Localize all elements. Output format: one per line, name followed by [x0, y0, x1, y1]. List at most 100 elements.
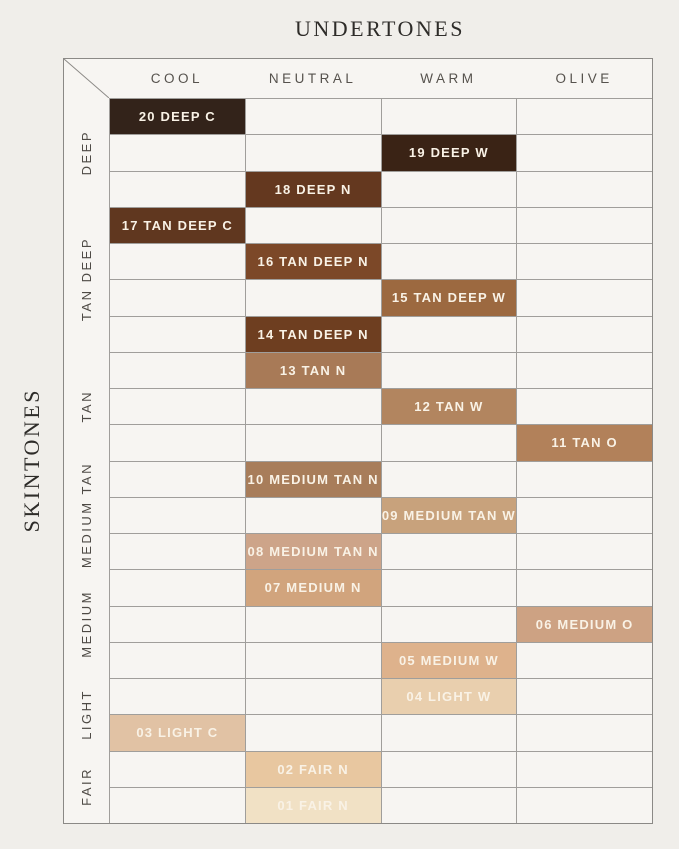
empty-cell-row12-olive: [517, 497, 652, 533]
empty-cell-row19-olive: [517, 751, 652, 787]
empty-cell-row8-olive: [517, 352, 652, 388]
shade-cell-18-deep-n: 18 DEEP N: [245, 171, 381, 207]
shade-label: 19 DEEP W: [408, 145, 489, 161]
shade-label: 01 FAIR N: [277, 797, 349, 813]
shade-cell-12-tan-w: 12 TAN W: [381, 389, 517, 425]
empty-cell-row11-cool: [110, 461, 245, 497]
empty-cell-row15-cool: [110, 606, 245, 642]
empty-cell-row14-cool: [110, 570, 245, 606]
shade-label: 05 MEDIUM W: [398, 652, 499, 668]
empty-cell-row7-warm: [381, 316, 517, 352]
empty-cell-row12-neutral: [245, 497, 381, 533]
empty-cell-row10-warm: [381, 425, 517, 461]
shade-grid: 20 DEEP C 19 DEEP W 18 DEEP N 17 TAN DEEP C…: [109, 98, 652, 823]
shade-cell-07-medium-n: 07 MEDIUM N: [245, 570, 381, 606]
empty-cell-row12-cool: [110, 497, 245, 533]
column-header-warm: WARM: [420, 71, 477, 86]
empty-cell-row16-neutral: [245, 642, 381, 678]
empty-cell-row2-neutral: [245, 135, 381, 171]
shade-cell-02-fair-n: 02 FAIR N: [245, 751, 381, 787]
column-header-cool: COOL: [150, 71, 203, 86]
empty-cell-row3-cool: [110, 171, 245, 207]
empty-cell-row9-neutral: [245, 389, 381, 425]
shade-label: 10 MEDIUM TAN N: [247, 471, 379, 487]
shade-cell-03-light-c: 03 LIGHT C: [110, 715, 245, 751]
skintones-title-wrap: SKINTONES: [12, 97, 52, 823]
empty-cell-row18-olive: [517, 715, 652, 751]
column-header-neutral: NEUTRAL: [268, 71, 357, 86]
empty-cell-row20-olive: [517, 787, 652, 823]
empty-cell-row6-cool: [110, 280, 245, 316]
empty-cell-row13-olive: [517, 534, 652, 570]
empty-cell-row4-olive: [517, 207, 652, 243]
undertones-header-row: COOL NEUTRAL WARM OLIVE: [109, 59, 652, 98]
shade-cell-05-medium-w: 05 MEDIUM W: [381, 642, 517, 678]
shade-label: 14 TAN DEEP N: [257, 326, 369, 342]
empty-cell-row18-warm: [381, 715, 517, 751]
shade-label: 06 MEDIUM O: [535, 616, 634, 632]
empty-cell-row11-warm: [381, 461, 517, 497]
empty-cell-row9-cool: [110, 389, 245, 425]
empty-cell-row1-warm: [381, 99, 517, 135]
empty-cell-row13-cool: [110, 534, 245, 570]
shade-label: 08 MEDIUM TAN N: [247, 544, 379, 560]
empty-cell-row13-warm: [381, 534, 517, 570]
shade-matrix: COOL NEUTRAL WARM OLIVE DEEP TAN DEEP TAN MEDI…: [63, 58, 653, 824]
skintone-group-fair: FAIR: [64, 751, 109, 824]
skintone-groups-column: DEEP TAN DEEP TAN MEDIUM TAN MEDIUM LIGHT FAIR: [64, 98, 109, 823]
shade-cell-13-tan-n: 13 TAN N: [245, 352, 381, 388]
corner-diagonal-divider: [64, 59, 109, 98]
shade-cell-08-medium-tan-n: 08 MEDIUM TAN N: [245, 534, 381, 570]
empty-cell-row8-warm: [381, 352, 517, 388]
empty-cell-row5-warm: [381, 244, 517, 280]
empty-cell-row6-neutral: [245, 280, 381, 316]
column-header-olive: OLIVE: [555, 71, 613, 86]
shade-label: 04 LIGHT W: [406, 689, 492, 705]
diagonal-line-icon: [64, 59, 109, 98]
skintones-title: SKINTONES: [19, 387, 44, 533]
shade-label: 11 TAN O: [551, 435, 618, 451]
empty-cell-row19-warm: [381, 751, 517, 787]
shade-cell-01-fair-n: 01 FAIR N: [245, 787, 381, 823]
skintone-group-label: TAN DEEP: [79, 237, 94, 322]
empty-cell-row10-neutral: [245, 425, 381, 461]
skintone-group-tan-deep: TAN DEEP: [64, 207, 109, 352]
empty-cell-row16-olive: [517, 642, 652, 678]
empty-cell-row9-olive: [517, 389, 652, 425]
skintone-group-light: LIGHT: [64, 678, 109, 751]
empty-cell-row3-warm: [381, 171, 517, 207]
skintone-group-tan: TAN: [64, 352, 109, 461]
skintone-group-label: MEDIUM TAN: [79, 461, 94, 568]
shade-cell-16-tan-deep-n: 16 TAN DEEP N: [245, 244, 381, 280]
empty-cell-row18-neutral: [245, 715, 381, 751]
shade-label: 02 FAIR N: [277, 761, 349, 777]
shade-label: 18 DEEP N: [274, 181, 352, 197]
empty-cell-row4-warm: [381, 207, 517, 243]
shade-cell-11-tan-o: 11 TAN O: [517, 425, 652, 461]
empty-cell-row15-warm: [381, 606, 517, 642]
shade-cell-06-medium-o: 06 MEDIUM O: [517, 606, 652, 642]
skintone-group-medium-tan: MEDIUM TAN: [64, 461, 109, 570]
empty-cell-row14-olive: [517, 570, 652, 606]
empty-cell-row19-cool: [110, 751, 245, 787]
empty-cell-row1-neutral: [245, 99, 381, 135]
empty-cell-row20-warm: [381, 787, 517, 823]
shade-cell-09-medium-tan-w: 09 MEDIUM TAN W: [381, 497, 517, 533]
empty-cell-row11-olive: [517, 461, 652, 497]
empty-cell-row6-olive: [517, 280, 652, 316]
shade-cell-14-tan-deep-n: 14 TAN DEEP N: [245, 316, 381, 352]
shade-label: 07 MEDIUM N: [264, 580, 362, 596]
empty-cell-row15-neutral: [245, 606, 381, 642]
shade-label: 13 TAN N: [279, 362, 347, 378]
empty-cell-row8-cool: [110, 352, 245, 388]
shade-label: 16 TAN DEEP N: [257, 254, 369, 270]
shade-cell-19-deep-w: 19 DEEP W: [381, 135, 517, 171]
empty-cell-row3-olive: [517, 171, 652, 207]
empty-cell-row17-olive: [517, 679, 652, 715]
empty-cell-row2-olive: [517, 135, 652, 171]
shade-cell-10-medium-tan-n: 10 MEDIUM TAN N: [245, 461, 381, 497]
undertones-title: UNDERTONES: [295, 16, 465, 41]
empty-cell-row5-olive: [517, 244, 652, 280]
skintone-group-label: MEDIUM: [79, 589, 94, 658]
